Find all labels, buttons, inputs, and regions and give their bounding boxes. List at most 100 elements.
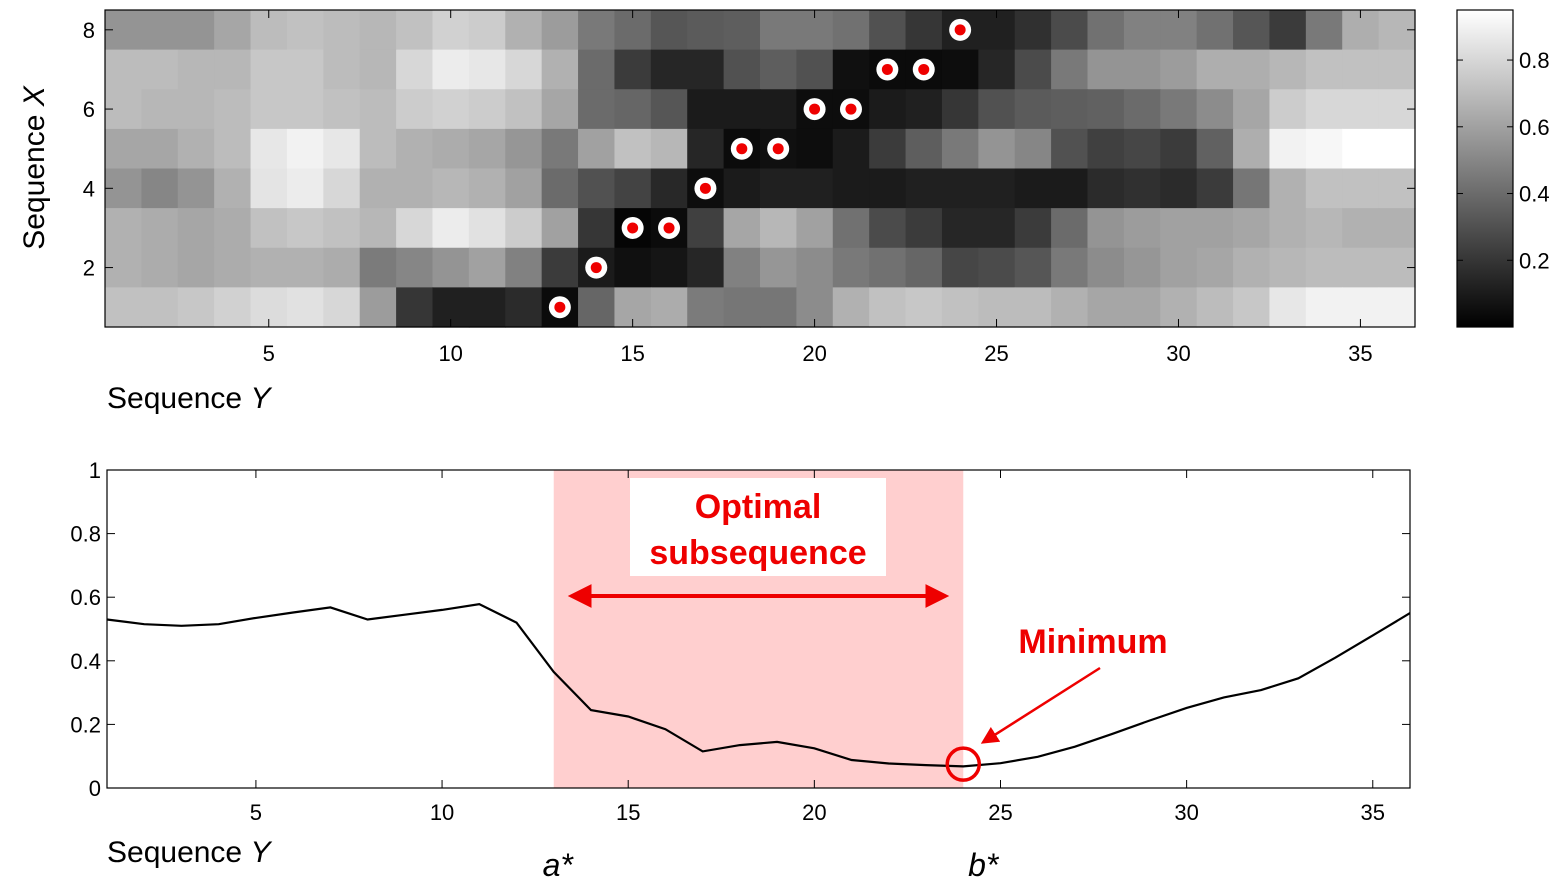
heatmap-cell <box>832 128 870 170</box>
heatmap-cell <box>1087 247 1125 288</box>
path-point <box>548 296 571 319</box>
heatmap-cell <box>614 128 652 170</box>
heatmap-cell <box>1269 208 1307 249</box>
heatmap-cell <box>432 49 470 90</box>
heatmap-cell <box>323 287 361 328</box>
heatmap-cell <box>1233 10 1271 51</box>
heatmap-cell <box>687 247 725 288</box>
line-x-tick-label: 20 <box>802 800 826 825</box>
heatmap-cell <box>214 49 252 90</box>
heatmap-cell <box>1014 287 1052 328</box>
heatmap-y-title-prefix: Sequence <box>18 106 51 249</box>
heatmap-cell <box>1014 89 1052 130</box>
heatmap-cell <box>505 89 543 130</box>
line-x-tick-label: 25 <box>988 800 1012 825</box>
heatmap-cell <box>578 208 616 249</box>
heatmap-cell <box>1269 49 1307 90</box>
path-point <box>585 256 608 279</box>
heatmap-cell <box>468 287 506 328</box>
heatmap-cell <box>978 49 1016 90</box>
heatmap-cell <box>1087 128 1125 170</box>
heatmap-cell <box>723 247 761 288</box>
heatmap-cells <box>105 10 1416 328</box>
heatmap-cell <box>541 49 579 90</box>
heatmap-cell <box>941 49 979 90</box>
heatmap-cell <box>432 208 470 249</box>
heatmap-cell <box>177 49 215 90</box>
heatmap-cell <box>250 89 288 130</box>
heatmap-cell <box>505 168 543 209</box>
heatmap-cell <box>978 208 1016 249</box>
heatmap-cell <box>505 10 543 51</box>
path-point <box>767 137 790 160</box>
heatmap-cell <box>1087 168 1125 209</box>
heatmap-cell <box>1305 128 1343 170</box>
heatmap-cell <box>1196 128 1234 170</box>
colorbar-tick-label: 0.6 <box>1519 115 1550 140</box>
heatmap-cell <box>250 168 288 209</box>
heatmap-cell <box>1378 287 1416 328</box>
heatmap-cell <box>869 89 907 130</box>
heatmap-cell <box>323 208 361 249</box>
heatmap-cell <box>1269 10 1307 51</box>
heatmap-cell <box>1196 89 1234 130</box>
path-point-dot <box>772 143 784 155</box>
heatmap-cell <box>1342 49 1380 90</box>
heatmap-cell <box>1123 168 1161 209</box>
heatmap-cell <box>250 247 288 288</box>
heatmap-cell <box>905 89 943 130</box>
colorbar-tick-label: 0.2 <box>1519 248 1550 273</box>
heatmap-cell <box>286 208 324 249</box>
heatmap-cell <box>1342 247 1380 288</box>
heatmap-cell <box>141 247 179 288</box>
heatmap-cell <box>505 128 543 170</box>
heatmap-cell <box>432 89 470 130</box>
heatmap-cell <box>1160 49 1198 90</box>
path-point-dot <box>881 63 893 75</box>
path-point <box>803 98 826 121</box>
heatmap-cell <box>614 49 652 90</box>
heatmap-cell <box>505 247 543 288</box>
heatmap-cell <box>323 10 361 51</box>
line-x-tick-label: 35 <box>1361 800 1385 825</box>
heatmap-cell <box>832 168 870 209</box>
heatmap-cell <box>941 208 979 249</box>
heatmap-cell <box>541 89 579 130</box>
heatmap-cell <box>650 168 688 209</box>
heatmap-cell <box>869 208 907 249</box>
heatmap-cell <box>177 89 215 130</box>
heatmap-cell <box>832 287 870 328</box>
heatmap-cell <box>723 208 761 249</box>
heatmap-frame <box>104 9 1416 328</box>
colorbar: 0.2 0.4 0.6 0.8 <box>1456 9 1550 328</box>
path-point <box>912 58 935 81</box>
path-point-dot <box>845 103 857 115</box>
heatmap-cell <box>1305 168 1343 209</box>
heatmap-cell <box>286 49 324 90</box>
path-point <box>730 137 753 160</box>
heatmap-cell <box>359 128 397 170</box>
path-point <box>949 18 972 41</box>
heatmap-cell <box>1160 168 1198 209</box>
heatmap-cell <box>250 208 288 249</box>
heatmap-cell <box>396 49 434 90</box>
heatmap-cell <box>905 10 943 51</box>
heatmap-cell <box>723 49 761 90</box>
heatmap-cell <box>1051 128 1089 170</box>
heatmap-cell <box>796 168 834 209</box>
heatmap-cell <box>177 287 215 328</box>
heatmap-cell <box>177 247 215 288</box>
heatmap-cell <box>1087 10 1125 51</box>
heatmap-cell <box>105 287 142 328</box>
optimal-label-box <box>630 478 886 576</box>
heatmap-cell <box>1014 49 1052 90</box>
minimum-arrow <box>980 666 1101 744</box>
heatmap-cell <box>396 287 434 328</box>
heatmap-cell <box>1087 287 1125 328</box>
heatmap-x-axis-title: Sequence Y <box>107 382 272 415</box>
heatmap-cell <box>359 287 397 328</box>
heatmap-cell <box>1305 49 1343 90</box>
line-y-tick-label: 0.8 <box>70 522 101 547</box>
heatmap-cell <box>105 128 142 170</box>
heatmap-cell <box>1233 247 1271 288</box>
